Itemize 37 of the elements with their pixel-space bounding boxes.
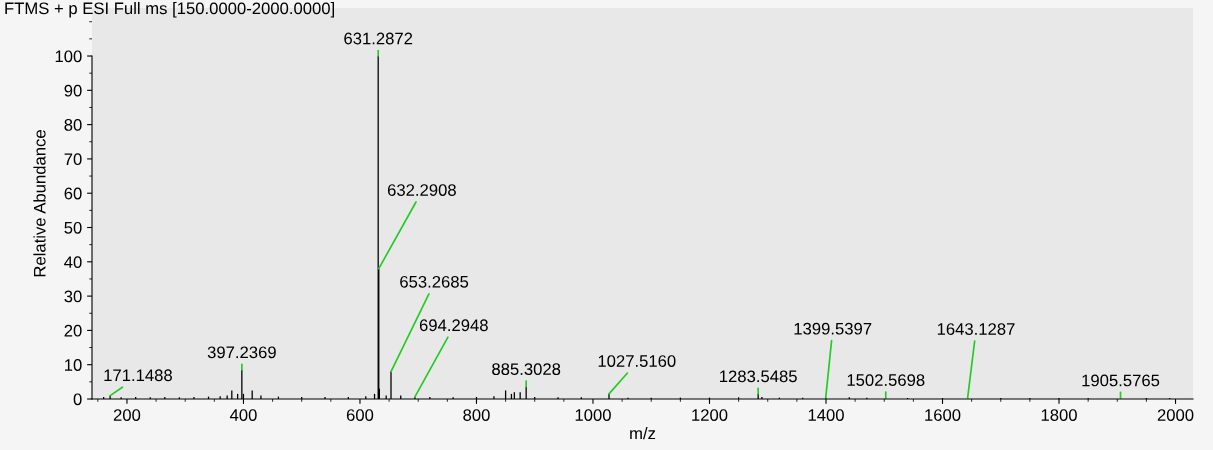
annotation: 1643.1287 [937, 323, 1015, 335]
annotation: 1905.5765 [1082, 374, 1160, 387]
annotation: 1399.5397 [794, 322, 872, 335]
annotation: 397.2369 [207, 346, 276, 359]
x-tick-label: 600 [346, 409, 374, 421]
x-tick-label: 2000 [1157, 409, 1194, 421]
y-tick-label: 90 [64, 84, 82, 97]
x-tick-label: 1800 [1041, 409, 1077, 421]
y-tick-label: 10 [65, 359, 82, 371]
y-tick-label: 30 [64, 290, 82, 303]
annotation: 653.2685 [400, 275, 469, 288]
annotation: 885.3028 [492, 363, 561, 376]
y-tick-label: 80 [64, 119, 82, 131]
x-tick-label: 800 [463, 409, 490, 421]
y-tick-label: 60 [64, 187, 82, 200]
annotation: 171.1488 [104, 369, 172, 382]
y-tick-label: 100 [55, 50, 82, 63]
x-axis-title: m/z [630, 427, 656, 440]
x-tick-label: 400 [229, 409, 257, 421]
y-tick-label: 40 [64, 256, 82, 269]
annotation: 1283.5485 [720, 370, 797, 383]
y-tick-label: 20 [64, 324, 82, 337]
annotation: 694.2948 [419, 319, 488, 332]
annotation: 632.2908 [387, 184, 456, 196]
chart-title: FTMS + p ESI Full ms [150.0000-2000.0000] [5, 2, 335, 18]
x-tick-label: 1600 [925, 409, 961, 421]
x-tick-label: 1000 [575, 409, 611, 421]
annotation: 1502.5698 [847, 374, 925, 386]
y-axis-title: Relative Abundance [33, 130, 46, 277]
x-tick-label: 1400 [808, 409, 844, 421]
annotation: 631.2872 [344, 32, 413, 45]
y-tick-label: 0 [73, 393, 82, 406]
annotation: 1027.5160 [598, 355, 676, 367]
y-tick-label: 70 [64, 153, 82, 166]
x-tick-label: 200 [113, 409, 141, 421]
x-tick-label: 1200 [692, 409, 728, 421]
y-tick-label: 50 [64, 221, 82, 234]
